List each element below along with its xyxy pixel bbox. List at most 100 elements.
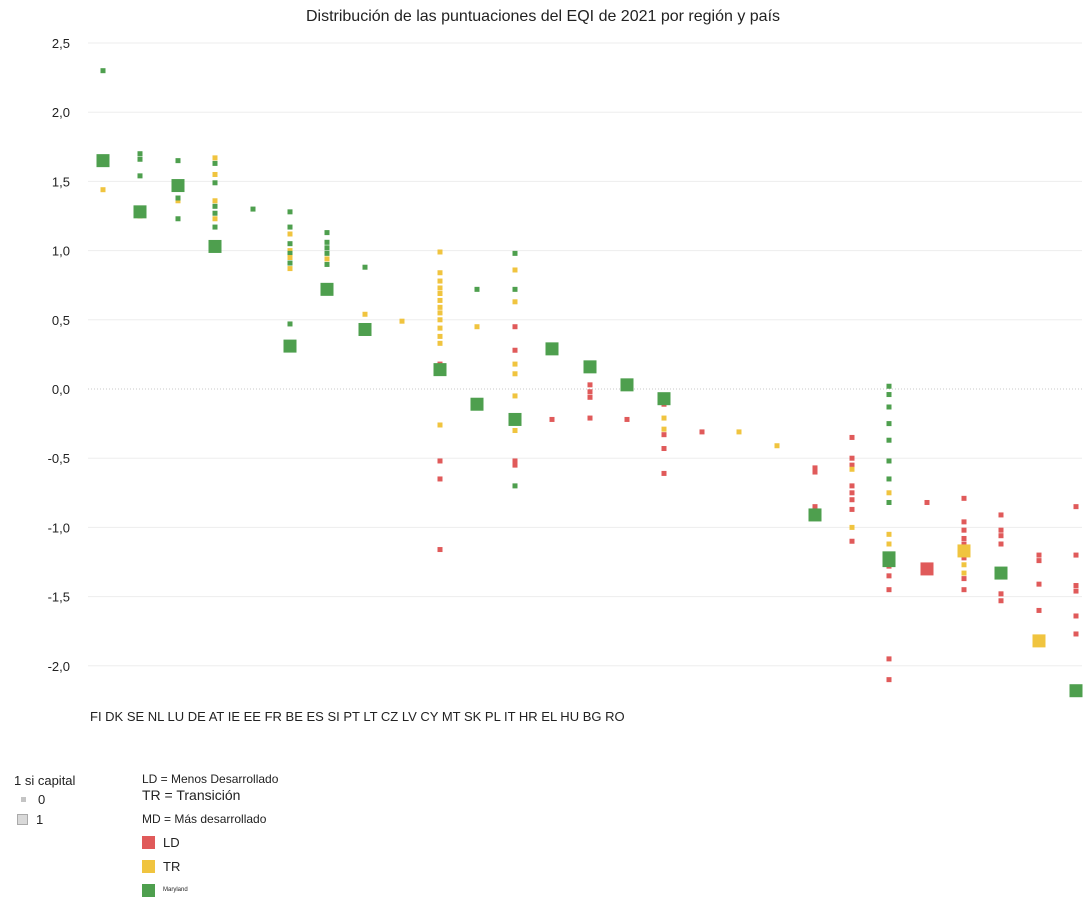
md-swatch-icon xyxy=(142,883,155,897)
region-data-point xyxy=(287,231,293,237)
y-tick-label: -1,0 xyxy=(48,520,70,535)
region-data-point xyxy=(849,455,855,461)
capital-data-point xyxy=(283,339,297,353)
region-data-point xyxy=(287,260,293,266)
region-data-point xyxy=(437,458,443,464)
legend-definition-md: MD = Más desarrollado xyxy=(142,812,267,826)
region-data-point xyxy=(437,333,443,339)
capital-legend-item-1: 1 xyxy=(14,809,75,829)
region-data-point xyxy=(849,506,855,512)
capital-data-point xyxy=(920,562,934,576)
chart-plot-area: 2,5 2,0 1,5 1,0 0,5 0,0 -0,5 -1,0 -1,5 -2,0 xyxy=(48,36,1083,698)
region-data-point xyxy=(961,527,967,533)
region-data-point xyxy=(1073,588,1079,594)
region-data-point xyxy=(287,266,293,272)
region-data-point xyxy=(849,434,855,440)
region-data-point xyxy=(661,446,667,452)
region-data-point xyxy=(849,538,855,544)
capital-data-point xyxy=(133,205,147,219)
region-data-point xyxy=(137,173,143,179)
y-tick-label: 0,5 xyxy=(52,313,70,328)
region-data-point xyxy=(661,432,667,438)
capital-data-point xyxy=(620,378,634,392)
region-data-point xyxy=(961,495,967,501)
capital-data-point xyxy=(96,154,110,168)
region-data-point xyxy=(1036,607,1042,613)
region-data-point xyxy=(287,224,293,230)
region-data-point xyxy=(250,206,256,212)
region-data-point xyxy=(287,321,293,327)
region-data-point xyxy=(661,426,667,432)
region-data-point xyxy=(212,203,218,209)
region-data-point xyxy=(362,311,368,317)
region-data-point xyxy=(961,541,967,547)
region-data-point xyxy=(437,547,443,553)
region-data-point xyxy=(212,155,218,161)
y-tick-label: -1,5 xyxy=(48,590,70,605)
region-data-point xyxy=(886,490,892,496)
region-data-point xyxy=(886,383,892,389)
capital-legend-label-1: 1 xyxy=(36,811,44,827)
region-data-point xyxy=(587,415,593,421)
region-data-point xyxy=(1073,631,1079,637)
region-data-point xyxy=(324,250,330,256)
region-data-point xyxy=(512,299,518,305)
y-tick-label: 2,5 xyxy=(52,36,70,51)
development-legend: LD = Menos Desarrollado TR = Transición … xyxy=(142,772,278,902)
region-data-point xyxy=(212,210,218,216)
region-data-point xyxy=(961,562,967,568)
region-data-point xyxy=(212,171,218,177)
region-data-point xyxy=(437,325,443,331)
y-tick-label: -0,5 xyxy=(48,451,70,466)
small-square-icon xyxy=(21,796,26,802)
region-data-point xyxy=(886,541,892,547)
region-data-point xyxy=(437,317,443,323)
region-data-point xyxy=(437,285,443,291)
legend-definition-ld: LD = Menos Desarrollado xyxy=(142,772,279,786)
region-data-point xyxy=(324,261,330,267)
region-data-point xyxy=(512,483,518,489)
region-data-point xyxy=(998,591,1004,597)
region-data-point xyxy=(736,429,742,435)
region-data-point xyxy=(175,158,181,164)
region-data-point xyxy=(886,677,892,683)
region-data-point xyxy=(849,462,855,468)
region-data-point xyxy=(287,241,293,247)
region-data-point xyxy=(474,286,480,292)
region-data-point xyxy=(886,656,892,662)
region-data-point xyxy=(1073,504,1079,510)
legend-label-ld: LD xyxy=(163,834,180,850)
region-data-point xyxy=(212,198,218,204)
region-data-point xyxy=(399,318,405,324)
region-data-point xyxy=(774,443,780,449)
region-data-point xyxy=(212,160,218,166)
capital-data-point xyxy=(657,392,671,406)
capital-data-point xyxy=(171,179,185,193)
region-data-point xyxy=(961,570,967,576)
region-data-point xyxy=(512,428,518,434)
legend-item-md: Maryland xyxy=(142,878,278,902)
region-data-point xyxy=(886,531,892,537)
region-data-point xyxy=(324,230,330,236)
region-data-point xyxy=(437,291,443,297)
region-data-point xyxy=(512,361,518,367)
region-data-point xyxy=(812,469,818,475)
region-data-point xyxy=(512,371,518,377)
region-data-point xyxy=(1036,581,1042,587)
region-data-point xyxy=(886,587,892,593)
capital-legend-title: 1 si capital xyxy=(14,772,76,788)
region-data-point xyxy=(212,180,218,186)
region-data-point xyxy=(961,535,967,541)
capital-data-point xyxy=(433,363,447,377)
capital-data-point xyxy=(994,566,1008,580)
capital-data-point xyxy=(882,554,896,568)
region-data-point xyxy=(699,429,705,435)
region-data-point xyxy=(886,573,892,579)
region-data-point xyxy=(886,499,892,505)
region-data-point xyxy=(1073,613,1079,619)
region-data-point xyxy=(512,347,518,353)
capital-data-point xyxy=(320,282,334,296)
region-data-point xyxy=(587,394,593,400)
region-data-point xyxy=(437,249,443,255)
region-data-point xyxy=(624,416,630,422)
